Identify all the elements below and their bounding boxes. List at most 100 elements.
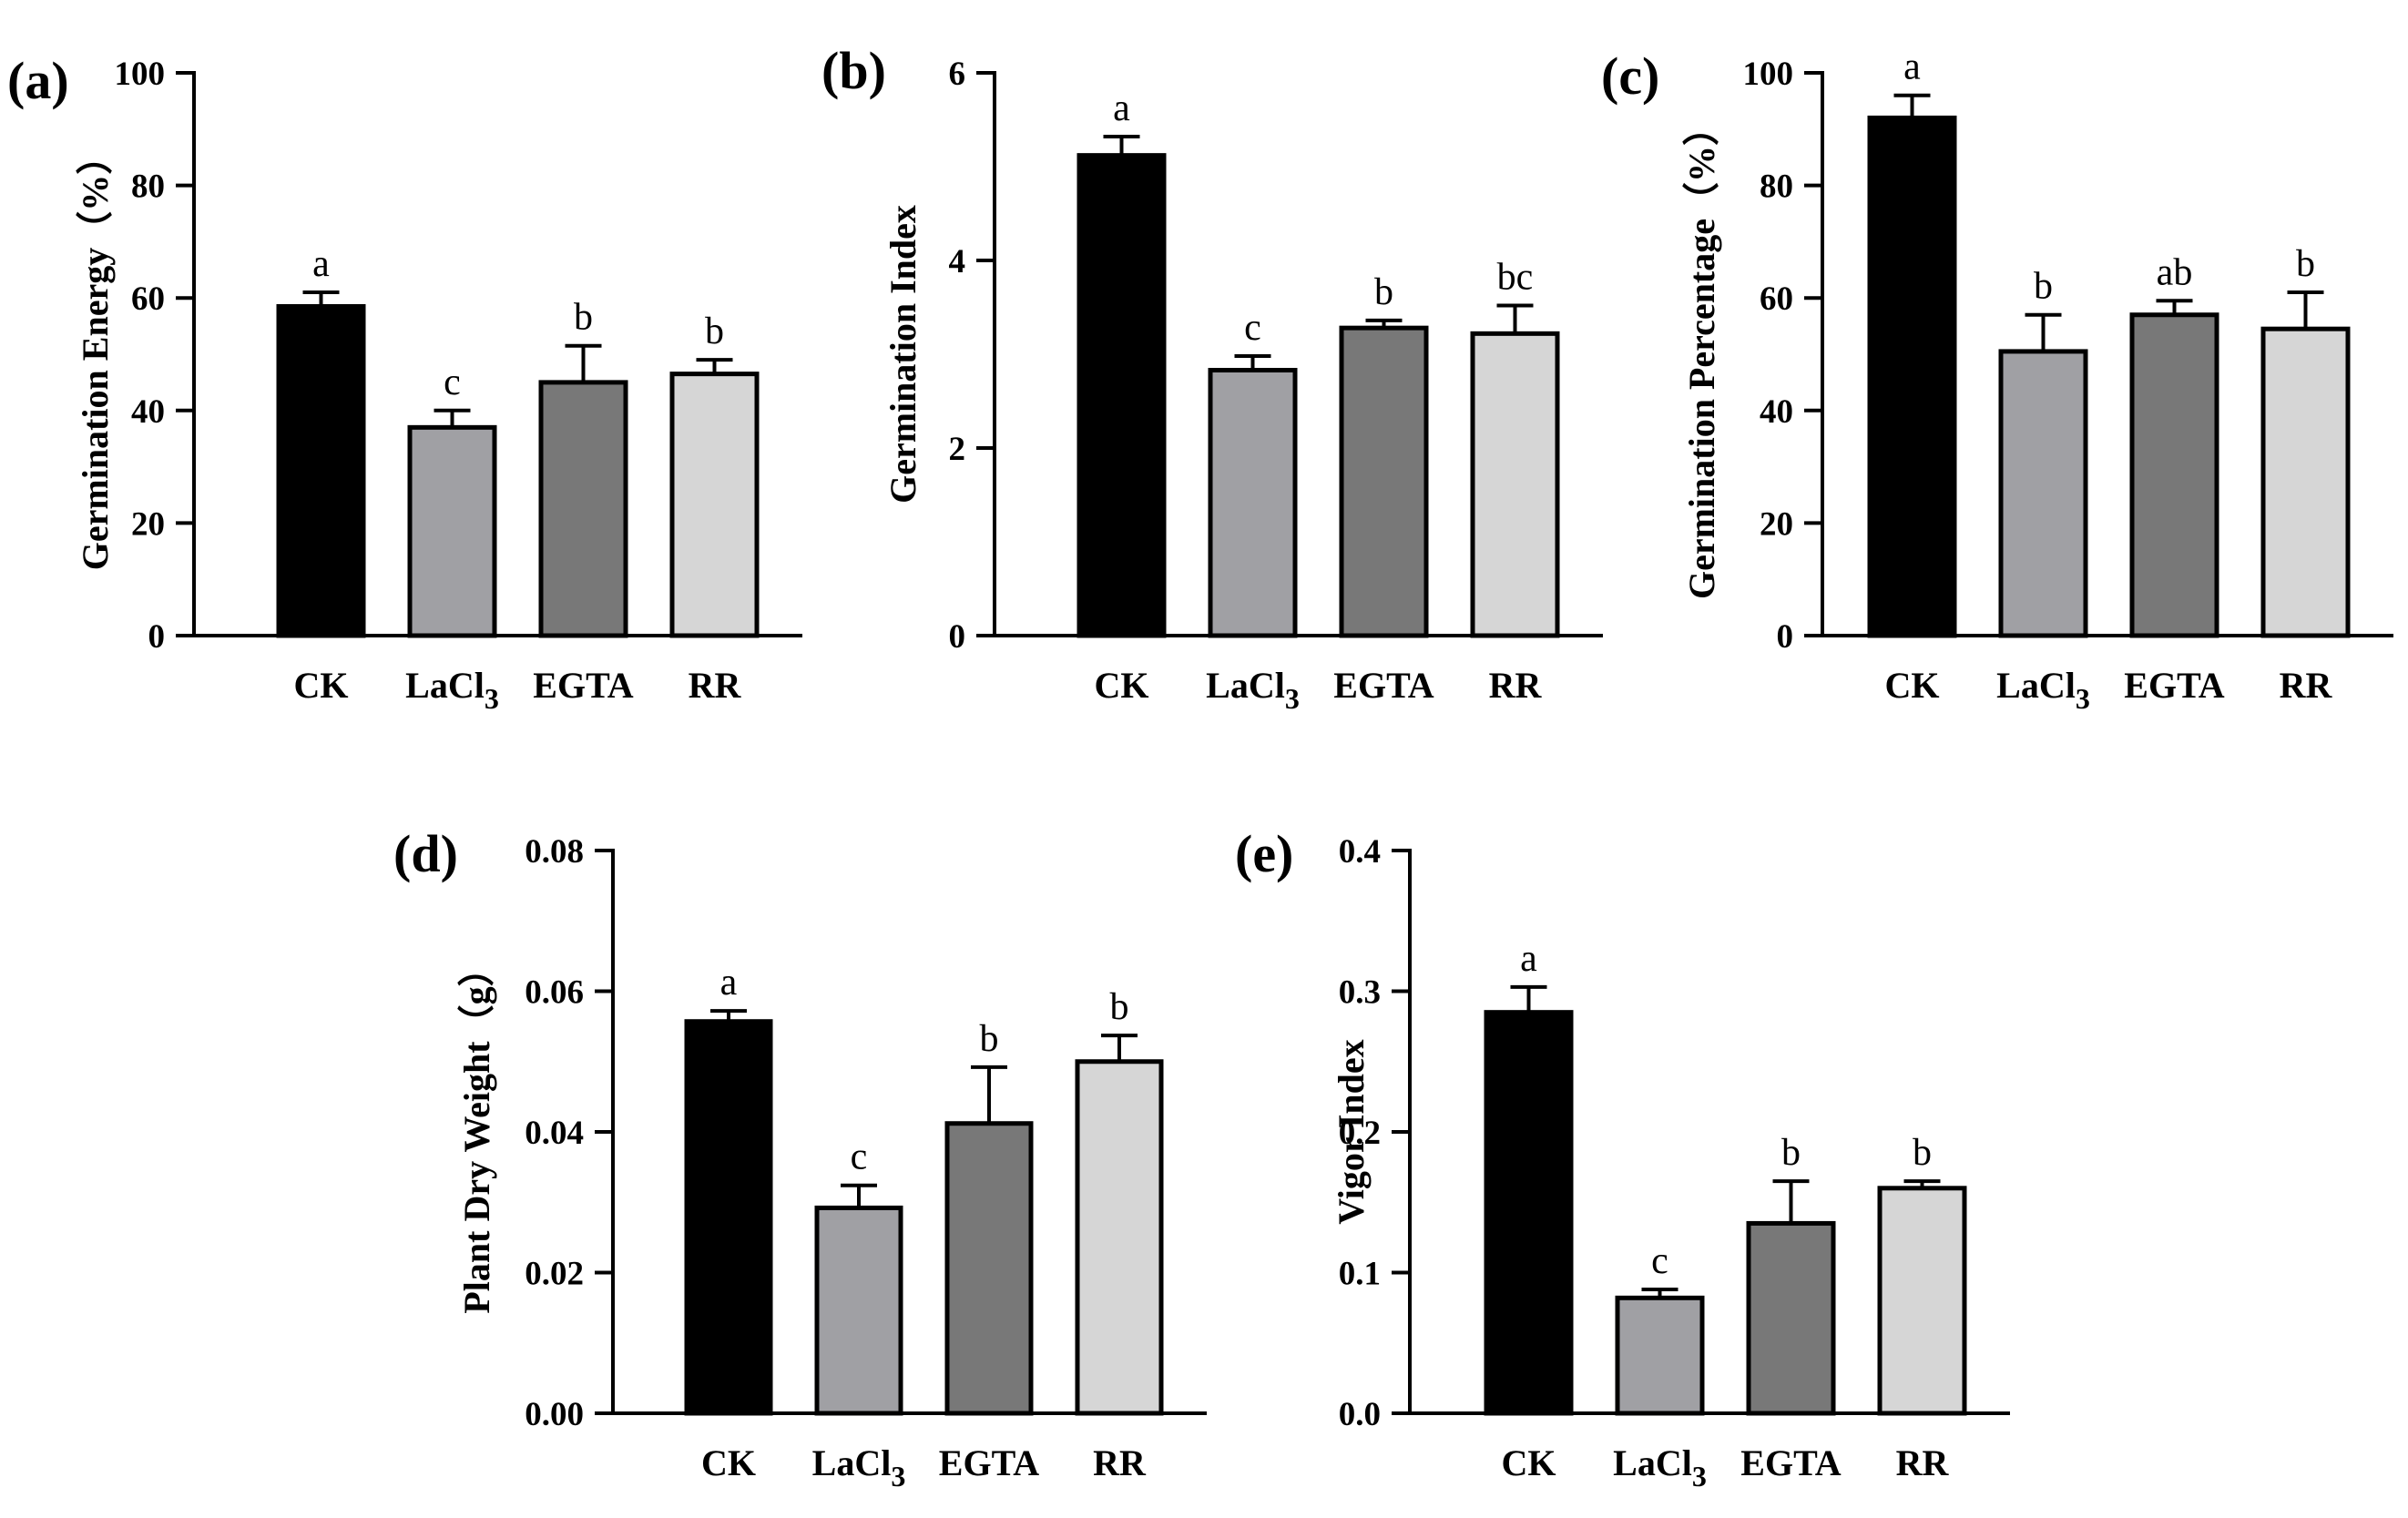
y-tick-label: 0 [949, 618, 966, 656]
category-label: EGTA [1740, 1442, 1842, 1483]
category-label: CK [1502, 1442, 1556, 1483]
category-label: EGTA [533, 665, 634, 706]
y-axis-label: Germination Energy（%） [75, 138, 116, 570]
bar [944, 1121, 1034, 1416]
y-tick-label: 60 [131, 280, 165, 318]
bar [1867, 115, 1957, 638]
y-axis-label: Plant Dry Weight（g） [456, 950, 497, 1313]
significance-label: b [1913, 1132, 1932, 1174]
bar [1075, 1059, 1164, 1416]
y-tick-label: 0.04 [525, 1115, 584, 1152]
panel-label: (d) [393, 824, 458, 883]
panel-label: (e) [1235, 824, 1293, 883]
significance-label: b [2034, 266, 2053, 308]
panel-label: (c) [1601, 46, 1659, 106]
y-tick-label: 20 [131, 505, 165, 543]
y-tick-label: 0.3 [1339, 974, 1381, 1012]
y-tick-label: 40 [1760, 393, 1793, 431]
category-label: LaCl3 [812, 1442, 906, 1493]
y-tick-label: 0.08 [525, 833, 584, 871]
significance-label: a [1903, 46, 1921, 88]
significance-label: ab [2157, 251, 2193, 293]
y-tick-label: 80 [1760, 168, 1793, 206]
category-label: CK [1095, 665, 1149, 706]
y-axis-label: Germination Index [883, 205, 923, 504]
significance-label: a [1520, 938, 1537, 980]
bar [407, 424, 497, 638]
significance-label: bc [1497, 256, 1534, 298]
category-label: LaCl3 [1613, 1442, 1707, 1493]
category-label: RR [1093, 1442, 1147, 1483]
y-tick-label: 0.1 [1339, 1256, 1381, 1293]
category-label: RR [2280, 665, 2333, 706]
category-label: EGTA [939, 1442, 1040, 1483]
bar [669, 372, 760, 638]
y-tick-label: 4 [949, 243, 966, 280]
significance-label: b [574, 297, 593, 339]
bar [1998, 349, 2088, 638]
significance-label: b [980, 1018, 999, 1060]
category-label: RR [1896, 1442, 1950, 1483]
significance-label: c [851, 1136, 868, 1178]
y-tick-label: 0 [1777, 618, 1794, 656]
y-tick-label: 80 [131, 168, 165, 206]
panel-label: (a) [7, 51, 69, 110]
y-tick-label: 60 [1760, 280, 1793, 318]
y-tick-label: 0.00 [525, 1396, 584, 1433]
y-tick-label: 0.02 [525, 1256, 584, 1293]
category-label: LaCl3 [1206, 665, 1300, 715]
significance-label: b [705, 311, 724, 352]
category-label: RR [689, 665, 742, 706]
y-axis-label: Vigor Index [1331, 1039, 1372, 1224]
bar [2129, 312, 2219, 638]
category-label: CK [294, 665, 349, 706]
bar [1615, 1295, 1705, 1416]
bar [1484, 1010, 1574, 1416]
y-tick-label: 2 [949, 431, 966, 468]
bar [1076, 153, 1167, 638]
bar [814, 1205, 903, 1416]
bar [1470, 331, 1560, 638]
category-label: EGTA [2124, 665, 2225, 706]
category-label: CK [1885, 665, 1940, 706]
chart-panel-1: (a)Germination Energy（%） 0 20 40 60 80 100 a CK c… [7, 51, 802, 715]
y-tick-label: 100 [1743, 56, 1794, 93]
y-tick-label: 0.06 [525, 974, 584, 1012]
chart-panel-5: (e) Vigor Index 0.0 0.1 0.2 0.3 0.4 a CK c LaCl3 b E… [1235, 824, 2010, 1493]
category-label: RR [1489, 665, 1543, 706]
bar [1339, 325, 1429, 638]
significance-label: c [444, 362, 461, 403]
bar [684, 1019, 773, 1416]
significance-label: a [1113, 87, 1130, 129]
significance-label: a [720, 962, 738, 1004]
y-tick-label: 6 [949, 56, 966, 93]
bar [1877, 1186, 1967, 1416]
category-label: LaCl3 [405, 665, 499, 715]
y-tick-label: 40 [131, 393, 165, 431]
y-tick-label: 0 [148, 618, 166, 656]
significance-label: a [312, 243, 330, 285]
category-label: CK [701, 1442, 756, 1483]
chart-panel-3: (c) Germination Percentage（%） 0 20 40 60 80 100… [1601, 46, 2393, 715]
significance-label: b [2296, 243, 2315, 285]
significance-label: b [1110, 986, 1129, 1028]
category-label: EGTA [1333, 665, 1434, 706]
significance-label: c [1651, 1240, 1668, 1282]
category-label: LaCl3 [1996, 665, 2090, 715]
significance-label: b [1781, 1132, 1801, 1174]
significance-label: b [1374, 271, 1393, 313]
y-tick-label: 0.4 [1339, 833, 1381, 871]
bar [1746, 1220, 1836, 1416]
panel-label: (b) [821, 41, 886, 100]
significance-label: c [1244, 307, 1261, 349]
bar [2260, 326, 2351, 638]
bar [276, 303, 366, 638]
bar [538, 380, 628, 638]
chart-panel-2: (b) Germination Index 0 2 4 6 a CK c LaCl3 b EGTA bc… [821, 41, 1603, 715]
y-tick-label: 0.0 [1339, 1396, 1381, 1433]
y-tick-label: 0.2 [1339, 1115, 1381, 1152]
y-tick-label: 20 [1760, 505, 1793, 543]
y-tick-label: 100 [115, 56, 166, 93]
bar [1208, 368, 1298, 638]
